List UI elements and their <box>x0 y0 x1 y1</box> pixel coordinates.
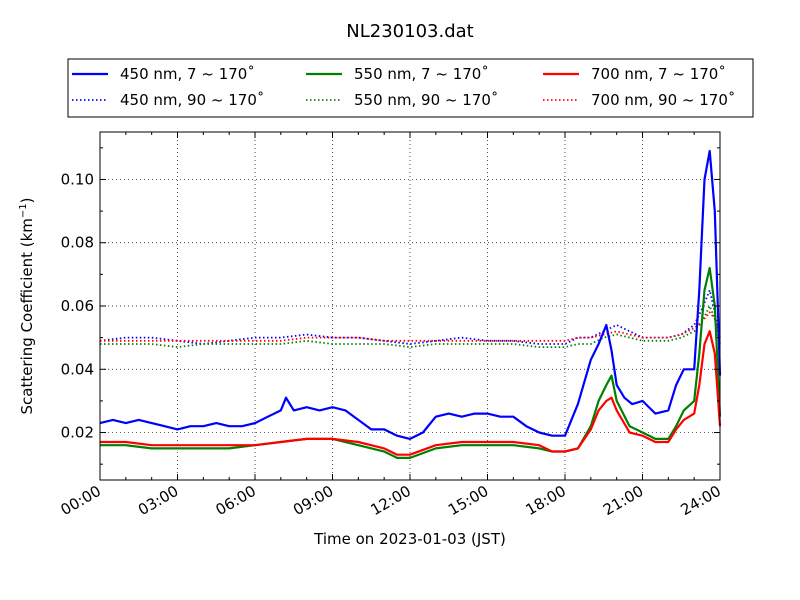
x-tick-label: 12:00 <box>368 482 414 519</box>
x-tick-label: 21:00 <box>600 482 646 519</box>
y-axis-label-close: ) <box>18 197 36 203</box>
y-tick-label: 0.02 <box>61 424 94 442</box>
x-tick-label: 06:00 <box>213 482 259 519</box>
x-tick-label: 24:00 <box>678 482 724 519</box>
legend-label: 550 nm, 90 ~ 170˚ <box>354 91 498 109</box>
legend-label: 550 nm, 7 ~ 170˚ <box>354 65 489 83</box>
legend-label: 450 nm, 7 ~ 170˚ <box>120 65 255 83</box>
plot-area: 00:00 03:00 06:00 09:00 12:00 15:00 18:00 21:00… <box>58 131 724 519</box>
x-tick-label: 03:00 <box>135 482 181 519</box>
legend-entries: 450 nm, 7 ~ 170˚ 450 nm, 90 ~ 170˚ 550 nm,… <box>72 65 735 109</box>
y-axis-label: Scattering Coefficient (km−1) <box>18 197 36 414</box>
series-line-450-nm-7-170 <box>99 149 722 440</box>
x-tick-label: 09:00 <box>290 482 336 519</box>
y-tick-label: 0.08 <box>61 234 94 252</box>
y-tick-label: 0.04 <box>61 360 94 378</box>
series-layer <box>99 149 722 459</box>
y-axis-ticks: 0.02 0.04 0.06 0.08 0.10 <box>61 147 720 465</box>
legend: 450 nm, 7 ~ 170˚ 450 nm, 90 ~ 170˚ 550 nm,… <box>67 58 754 118</box>
series-line-700-nm-90-170 <box>100 311 721 342</box>
x-tick-label: 15:00 <box>445 482 491 519</box>
legend-label: 700 nm, 90 ~ 170˚ <box>591 91 735 109</box>
x-axis-ticks: 00:00 03:00 06:00 09:00 12:00 15:00 18:00 21:00… <box>58 132 724 519</box>
series-line-450-nm-90-170 <box>99 289 721 345</box>
y-axis-label-exponent: −1 <box>18 203 29 218</box>
y-tick-label: 0.10 <box>61 170 94 188</box>
grid-lines <box>100 132 720 480</box>
x-axis-label: Time on 2023-01-03 (JST) <box>313 530 506 548</box>
x-tick-label: 18:00 <box>523 482 569 519</box>
y-axis-label-main: Scattering Coefficient (km <box>18 218 36 414</box>
legend-label: 700 nm, 7 ~ 170˚ <box>591 65 726 83</box>
chart-title: NL230103.dat <box>346 21 473 42</box>
legend-label: 450 nm, 90 ~ 170˚ <box>120 91 264 109</box>
legend-frame <box>67 58 754 118</box>
series-line-700-nm-7-170 <box>100 330 722 456</box>
x-tick-label: 00:00 <box>58 482 104 519</box>
y-tick-label: 0.06 <box>61 297 94 315</box>
